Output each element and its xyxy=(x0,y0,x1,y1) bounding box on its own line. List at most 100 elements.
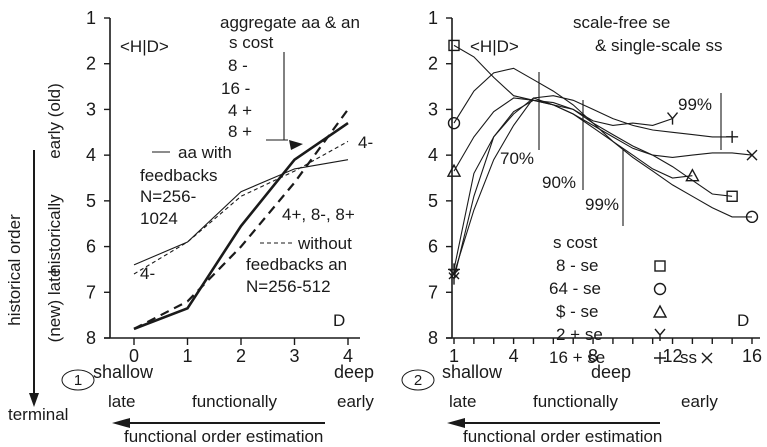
p1-legend-title: aggregate aa & an xyxy=(220,13,360,32)
p2-legend-marker-square xyxy=(654,260,666,272)
x-tick-label: 3 xyxy=(289,346,299,366)
terminal-label: terminal xyxy=(8,405,68,424)
p2-series-line-circle xyxy=(453,67,752,218)
p2-corner-d: D xyxy=(737,311,749,330)
p2-legend-marker-x xyxy=(701,352,713,364)
p2-bottom-early: early xyxy=(681,392,718,411)
p2-series-line-x xyxy=(453,97,753,275)
left-axis-arrowhead xyxy=(29,393,39,407)
x-tick-label: 4 xyxy=(509,346,519,366)
p1-panel-badge xyxy=(61,369,95,391)
p1-series-line-0 xyxy=(133,159,349,266)
p2-title-2: & single-scale ss xyxy=(595,36,723,55)
p2-legend-title: s cost xyxy=(553,233,598,252)
p1-aa-note: 1024 xyxy=(140,209,178,228)
y-tick-label: 4 xyxy=(86,145,96,165)
p1-lbl-group: 4+, 8-, 8+ xyxy=(282,205,355,224)
p1-ylabel-early: early (old) xyxy=(45,83,64,159)
y-tick-label: 1 xyxy=(86,8,96,28)
p1-hd-label: <H|D> xyxy=(120,37,169,56)
p2-pct-70: 70% xyxy=(500,149,534,168)
p1-x-right-label: deep xyxy=(334,362,374,382)
p2-bottom-late: late xyxy=(449,392,476,411)
p1-bottom-arrowhead xyxy=(112,418,130,428)
p2-marker-triangle-start xyxy=(446,163,462,177)
p2-pct-90: 90% xyxy=(542,173,576,192)
p2-bottom-functionally: functionally xyxy=(533,392,619,411)
p2-pct-99b: 99% xyxy=(678,95,712,114)
p2-marker-Y-end xyxy=(666,112,679,125)
p2-x-mid-label: deep xyxy=(591,362,631,382)
p1-arrowhead xyxy=(289,140,303,150)
p1-x-left-label: shallow xyxy=(93,362,154,382)
p1-bottom-caption: functional order estimation xyxy=(124,427,323,446)
p2-legend-marker-Y xyxy=(654,328,666,341)
p2-hd-label: <H|D> xyxy=(470,37,519,56)
y-tick-label: 5 xyxy=(428,191,438,211)
p1-an-note: feedbacks an xyxy=(246,255,347,274)
x-tick-label: 16 xyxy=(742,346,762,366)
p1-lbl-4minus: 4- xyxy=(358,133,373,152)
x-tick-label: 1 xyxy=(449,346,459,366)
x-tick-label: 0 xyxy=(129,346,139,366)
p2-legend-row: $ - se xyxy=(556,302,599,321)
p2-bottom-arrowhead xyxy=(447,418,465,428)
p1-legend-row: 16 - xyxy=(221,79,250,98)
p2-marker-x-start xyxy=(448,268,460,280)
p1-legend-row: 4 + xyxy=(228,101,252,120)
x-tick-label: 4 xyxy=(343,346,353,366)
x-tick-label: 8 xyxy=(588,346,598,366)
p1-ylabel-historically: historically xyxy=(45,194,64,274)
p2-title-1: scale-free se xyxy=(573,13,670,32)
p2-legend-row: 8 - se xyxy=(556,256,599,275)
p2-marker-plus-end xyxy=(726,130,739,143)
p2-pct-99: 99% xyxy=(585,195,619,214)
y-tick-label: 6 xyxy=(428,237,438,257)
p2-legend-marker-circle xyxy=(653,282,667,296)
p1-ylabel-late: (new) late xyxy=(45,268,64,343)
p1-an-note: N=256-512 xyxy=(246,277,331,296)
p2-marker-square-end xyxy=(726,190,738,202)
y-tick-label: 1 xyxy=(428,8,438,28)
p1-series-line-2 xyxy=(133,122,349,331)
p1-aa-note: N=256- xyxy=(140,187,196,206)
p2-x-left-label: shallow xyxy=(442,362,503,382)
p2-marker-Y-start xyxy=(448,272,460,285)
p1-aa-label: aa with xyxy=(178,143,232,162)
y-tick-label: 6 xyxy=(86,237,96,257)
p1-corner-d: D xyxy=(333,311,345,330)
y-tick-label: 3 xyxy=(428,99,438,119)
p2-bottom-caption: functional order estimation xyxy=(463,427,662,446)
y-tick-label: 7 xyxy=(428,282,438,302)
y-tick-label: 5 xyxy=(86,191,96,211)
p1-series-line-3 xyxy=(133,108,349,330)
p2-panel-number: 2 xyxy=(414,372,422,389)
p1-aa-note: feedbacks xyxy=(140,166,218,185)
p1-legend-row: 8 + xyxy=(228,122,252,141)
p1-panel-number: 1 xyxy=(74,372,82,389)
y-tick-label: 3 xyxy=(86,99,96,119)
p2-series-line-Y xyxy=(453,99,673,279)
p1-legend-row: 8 - xyxy=(228,56,248,75)
y-tick-label: 7 xyxy=(86,282,96,302)
p2-series-line-plus xyxy=(453,95,733,270)
left-axis-label: historical order xyxy=(5,214,24,326)
p2-ss-label: ss xyxy=(680,348,697,367)
p1-bottom-functionally: functionally xyxy=(192,392,278,411)
p1-bottom-late: late xyxy=(108,392,135,411)
p1-legend-header: s cost xyxy=(229,33,274,52)
y-tick-label: 2 xyxy=(428,54,438,74)
x-tick-label: 1 xyxy=(182,346,192,366)
p2-panel-badge xyxy=(401,369,435,391)
p2-legend-row: 2 + se xyxy=(556,325,603,344)
p1-lbl-4minus: 4- xyxy=(140,264,155,283)
p1-series-line-1 xyxy=(133,140,349,275)
p2-marker-triangle-end xyxy=(685,168,700,182)
p2-marker-x-end xyxy=(746,149,758,161)
p1-an-label: without xyxy=(297,234,352,253)
p2-legend-row: 64 - se xyxy=(549,279,601,298)
y-tick-label: 8 xyxy=(428,328,438,348)
